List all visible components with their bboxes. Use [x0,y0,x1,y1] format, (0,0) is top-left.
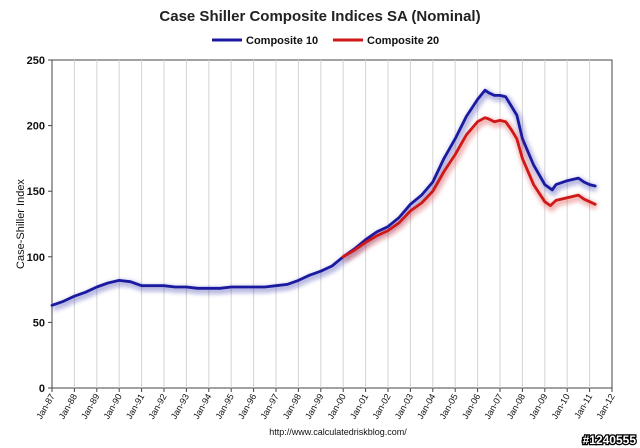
y-tick-label: 100 [27,252,45,264]
x-tick-label: Jan-96 [236,392,258,421]
series-lines [50,88,598,311]
chart-title: Case Shiller Composite Indices SA (Nomin… [159,8,480,25]
series-line-composite-10 [50,88,597,307]
x-tick-label: Jan-87 [34,392,56,421]
x-tick-label: Jan-91 [124,392,146,421]
legend-label-composite-10: Composite 10 [246,35,318,47]
x-tick-label: Jan-03 [393,392,415,421]
legend-label-composite-20: Composite 20 [367,35,439,47]
y-tick-label: 0 [39,383,45,395]
legend: Composite 10 Composite 20 [212,35,439,47]
x-tick-label: Jan-94 [191,392,213,421]
series-shadow-composite-20 [343,116,598,262]
series-line-composite-20 [341,116,597,259]
y-tick-label: 50 [33,317,45,329]
x-tick-label: Jan-99 [303,392,325,421]
x-tick-label: Jan-00 [326,392,348,421]
x-tick-label: Jan-01 [348,392,370,421]
x-tick-label: Jan-02 [370,392,392,421]
x-tick-label: Jan-88 [57,392,79,421]
x-axis: Jan-87 Jan-88 Jan-89 Jan-90 Jan-91 Jan-92 Jan-… [34,388,617,421]
x-tick-label: Jan-90 [102,392,124,421]
x-tick-label: Jan-12 [594,392,616,421]
x-tick-label: Jan-09 [527,392,549,421]
x-tick-label: Jan-08 [505,392,527,421]
y-tick-label: 200 [27,121,45,133]
x-tick-label: Jan-11 [572,392,594,420]
x-tick-label: Jan-10 [550,392,572,421]
x-tick-label: Jan-92 [146,392,168,421]
x-tick-label: Jan-05 [438,392,460,421]
x-tick-label: Jan-04 [415,392,437,421]
x-tick-label: Jan-07 [482,392,504,421]
gridlines [73,60,591,388]
watermark-stamp: #1240555 [583,433,637,447]
x-tick-label: Jan-89 [79,392,101,421]
plot-area [51,59,613,389]
x-tick-label: Jan-06 [460,392,482,421]
y-tick-label: 250 [27,55,45,67]
x-tick-label: Jan-93 [169,392,191,421]
y-axis: 0 50 100 150 200 250 [27,55,52,395]
y-axis-label: Case-Shiller Index [15,179,27,269]
x-tick-label: Jan-97 [258,392,280,421]
y-tick-label: 150 [27,186,45,198]
x-tick-label: Jan-98 [281,392,303,421]
x-tick-label: Jan-95 [214,392,236,421]
source-text: http://www.calculatedriskblog.com/ [269,427,407,437]
